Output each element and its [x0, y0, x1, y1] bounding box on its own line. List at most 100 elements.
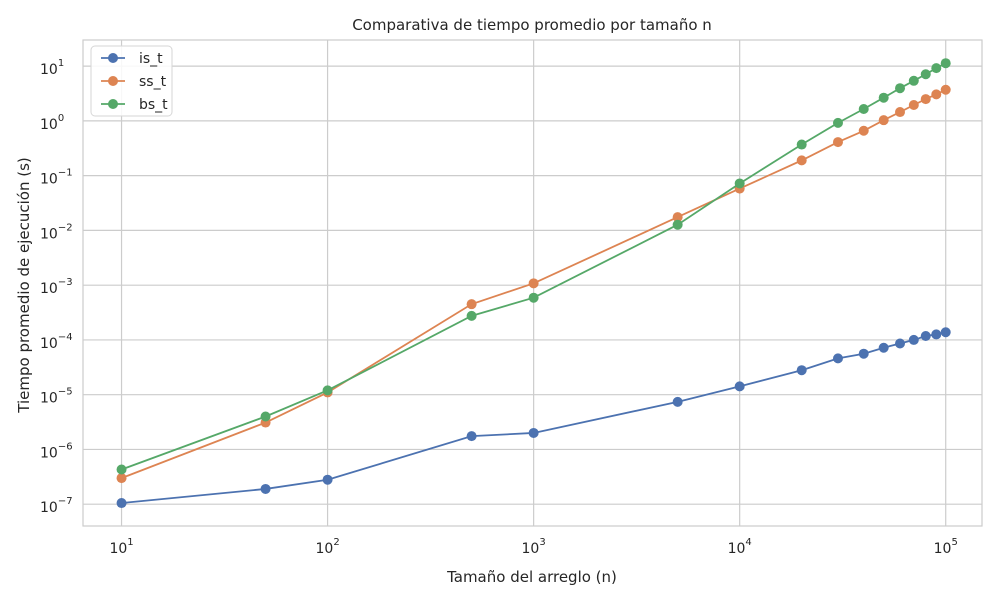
data-point	[920, 330, 931, 341]
data-point	[908, 100, 919, 111]
series-line	[121, 62, 947, 471]
x-tick-exponent: 1	[127, 537, 133, 548]
data-point	[895, 107, 906, 118]
y-tick-base: 10	[40, 62, 58, 78]
plot-frame	[82, 39, 983, 527]
chart-title: Comparativa de tiempo promedio por tamañ…	[352, 16, 712, 34]
y-tick-base: 10	[40, 172, 58, 188]
series-layer	[116, 58, 951, 509]
y-tick-exponent: −5	[58, 387, 73, 398]
x-tick-label: 102	[315, 537, 339, 557]
y-axis-title: Tiempo promedio de ejecución (s)	[15, 157, 33, 413]
data-point	[940, 84, 951, 95]
data-point	[260, 483, 271, 494]
data-point	[931, 329, 942, 340]
data-point	[734, 178, 745, 189]
x-axis-title: Tamaño del arreglo (n)	[446, 568, 617, 586]
data-point	[878, 342, 889, 353]
series-line	[121, 88, 947, 479]
y-tick-label: 10−3	[40, 277, 73, 297]
data-point	[920, 94, 931, 105]
series-is-t	[116, 327, 951, 509]
x-tick-exponent: 3	[539, 537, 545, 548]
x-tick-base: 10	[109, 541, 127, 557]
x-tick-exponent: 2	[333, 537, 339, 548]
y-tick-exponent: −4	[58, 332, 73, 343]
data-point	[116, 464, 127, 475]
data-point	[528, 292, 539, 303]
x-tick-base: 10	[728, 541, 746, 557]
y-tick-exponent: −1	[58, 168, 73, 179]
x-tick-label: 104	[728, 537, 752, 557]
y-tick-label: 101	[40, 58, 64, 78]
data-point	[116, 473, 127, 484]
y-tick-label: 10−4	[40, 332, 73, 352]
data-point	[858, 125, 869, 136]
y-tick-exponent: 0	[58, 113, 64, 124]
data-point	[528, 278, 539, 289]
data-point	[466, 299, 477, 310]
y-tick-base: 10	[40, 391, 58, 407]
data-point	[260, 411, 271, 422]
x-tick-base: 10	[934, 541, 952, 557]
data-point	[466, 431, 477, 442]
data-point	[832, 353, 843, 364]
y-tick-label: 100	[40, 113, 64, 133]
y-tick-label: 10−2	[40, 222, 73, 242]
data-point	[832, 137, 843, 148]
y-tick-base: 10	[40, 226, 58, 242]
data-point	[322, 474, 333, 485]
y-tick-label: 10−7	[40, 496, 73, 516]
legend-item: ss_t	[101, 74, 167, 90]
legend-item: is_t	[101, 51, 163, 67]
x-tick-exponent: 4	[745, 537, 751, 548]
data-point	[796, 365, 807, 376]
y-tick-base: 10	[40, 445, 58, 461]
legend-label: is_t	[139, 51, 163, 67]
data-point	[908, 75, 919, 86]
data-point	[796, 139, 807, 150]
y-tick-exponent: −2	[58, 222, 73, 233]
y-tick-exponent: 1	[58, 58, 64, 69]
data-point	[940, 58, 951, 69]
x-tick-label: 101	[109, 537, 133, 557]
x-tick-exponent: 5	[951, 537, 957, 548]
data-point	[878, 92, 889, 103]
data-point	[672, 212, 683, 223]
data-point	[672, 396, 683, 407]
x-axis-ticks: 101 102 103 104 105	[109, 537, 957, 557]
series-bs-t	[116, 58, 951, 475]
legend: is_t ss_t bs_t	[90, 45, 173, 117]
y-tick-base: 10	[40, 117, 58, 133]
y-tick-exponent: −3	[58, 277, 73, 288]
data-point	[931, 63, 942, 74]
x-tick-label: 103	[522, 537, 546, 557]
y-tick-base: 10	[40, 336, 58, 352]
y-tick-label: 10−6	[40, 441, 73, 461]
legend-label: ss_t	[139, 74, 167, 90]
series-line	[121, 331, 946, 504]
data-point	[931, 89, 942, 100]
x-tick-label: 105	[934, 537, 958, 557]
y-tick-exponent: −6	[58, 441, 73, 452]
legend-box	[90, 45, 173, 117]
y-tick-label: 10−5	[40, 387, 73, 407]
data-point	[908, 334, 919, 345]
y-tick-base: 10	[40, 281, 58, 297]
data-point	[940, 327, 951, 338]
legend-item: bs_t	[101, 97, 168, 113]
data-point	[116, 498, 127, 509]
y-tick-label: 10−1	[40, 168, 73, 188]
y-tick-exponent: −7	[58, 496, 73, 507]
data-point	[734, 381, 745, 392]
x-tick-base: 10	[522, 541, 540, 557]
x-tick-base: 10	[315, 541, 333, 557]
data-point	[528, 427, 539, 438]
legend-marker	[108, 53, 118, 63]
y-tick-base: 10	[40, 500, 58, 516]
data-point	[858, 103, 869, 114]
data-point	[895, 83, 906, 94]
data-point	[878, 115, 889, 126]
